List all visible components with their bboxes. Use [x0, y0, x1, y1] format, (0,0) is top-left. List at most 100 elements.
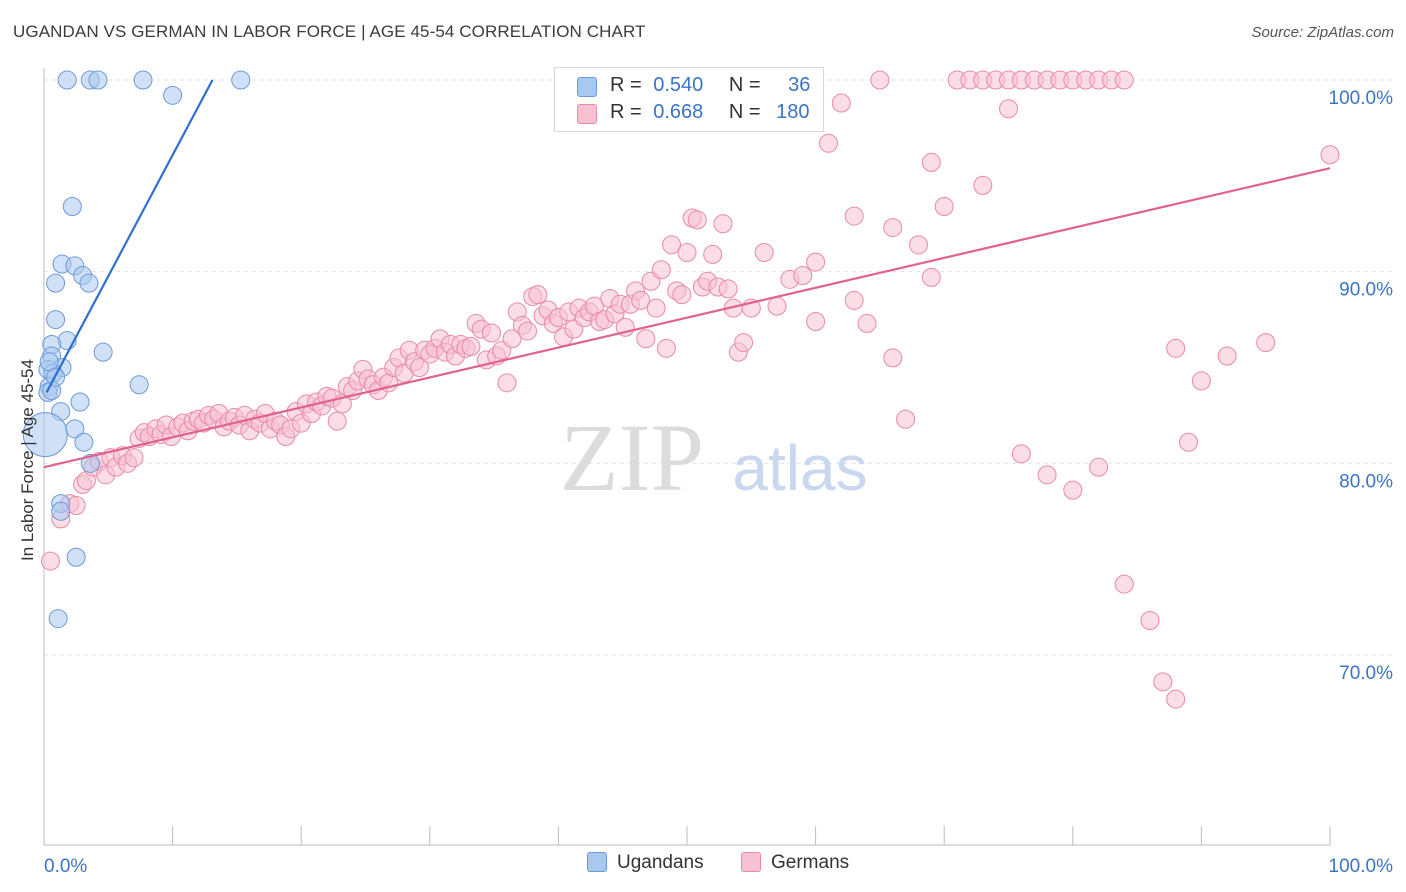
- german-point: [124, 448, 144, 468]
- german-point: [1089, 457, 1109, 477]
- german-point: [754, 243, 774, 262]
- ugandan-point: [231, 70, 251, 90]
- german-point: [40, 551, 60, 571]
- ugandan-point: [22, 412, 68, 458]
- german-point: [908, 235, 928, 255]
- german-point: [934, 197, 954, 216]
- x-tick-label-min: 0.0%: [44, 856, 87, 877]
- legend-n-value-germans: 180: [776, 101, 810, 123]
- german-point: [656, 338, 676, 358]
- ugandan-point: [70, 392, 90, 412]
- watermark-zip: ZIP: [560, 404, 704, 511]
- german-point: [518, 321, 538, 341]
- german-point: [662, 235, 682, 255]
- y-tick-label: 80.0%: [1339, 471, 1393, 492]
- german-point: [703, 244, 723, 264]
- german-point: [921, 152, 941, 172]
- tick-labels: 100.0% 90.0% 80.0% 70.0% 0.0% 100.0%: [44, 88, 1393, 877]
- y-tick-label: 100.0%: [1329, 88, 1394, 109]
- german-point: [636, 329, 656, 349]
- bottom-swatch-germans: [741, 852, 761, 872]
- german-point: [651, 260, 671, 280]
- german-point: [1166, 689, 1186, 709]
- german-point: [793, 266, 813, 285]
- trend-lines: [43, 79, 1331, 469]
- y-tick-label: 70.0%: [1339, 663, 1393, 684]
- ugandan-point: [129, 375, 149, 395]
- german-point: [718, 279, 738, 299]
- german-point: [806, 252, 826, 272]
- legend-r-label: R =: [610, 74, 642, 96]
- ugandan-point: [80, 453, 100, 473]
- german-point: [806, 312, 826, 331]
- german-point: [677, 243, 697, 262]
- legend-r-label: R =: [610, 101, 642, 123]
- source-label: Source: ZipAtlas.com: [1251, 24, 1394, 41]
- german-point: [1256, 333, 1276, 353]
- ugandan-point: [48, 609, 68, 629]
- legend-swatch-ugandans: [577, 77, 597, 97]
- ugandan-point: [51, 501, 71, 521]
- german-point: [713, 214, 733, 234]
- germans-points: [40, 70, 1340, 709]
- bottom-legend-germans: Germans: [741, 852, 849, 874]
- german-point: [1011, 444, 1031, 464]
- ugandan-point: [57, 70, 77, 90]
- chart-title: UGANDAN VS GERMAN IN LABOR FORCE | AGE 4…: [13, 22, 646, 41]
- ugandan-point: [66, 547, 86, 567]
- german-point: [687, 210, 707, 230]
- ugandan-point: [93, 342, 113, 362]
- legend-r-value-ugandans: 0.540: [653, 74, 704, 96]
- german-point: [631, 290, 651, 310]
- german-point: [1179, 432, 1199, 452]
- german-point: [410, 358, 430, 377]
- german-point: [734, 333, 754, 353]
- bottom-legend-label-ugandans: Ugandans: [617, 852, 704, 873]
- german-point: [1140, 611, 1160, 630]
- german-point: [883, 218, 903, 238]
- watermark: ZIP atlas: [560, 404, 868, 511]
- ugandans-points: [22, 70, 251, 629]
- german-point: [497, 373, 517, 393]
- german-point: [1166, 338, 1186, 358]
- ugandan-point: [46, 273, 66, 293]
- german-point: [857, 313, 877, 333]
- german-point: [883, 348, 903, 368]
- german-point: [818, 133, 838, 153]
- german-point: [1114, 70, 1134, 90]
- german-point: [999, 99, 1018, 119]
- german-point: [1217, 346, 1237, 366]
- bottom-swatch-ugandans: [587, 852, 607, 872]
- german-point: [767, 296, 787, 316]
- german-point: [482, 323, 502, 343]
- ugandan-point: [88, 70, 108, 90]
- bottom-legend-label-germans: Germans: [771, 852, 850, 873]
- ugandan-point: [74, 432, 94, 452]
- grid-lines: [44, 79, 1392, 656]
- german-point: [502, 329, 522, 349]
- watermark-atlas: atlas: [732, 432, 867, 504]
- german-point: [461, 336, 481, 356]
- y-tick-label: 90.0%: [1339, 280, 1393, 301]
- german-point: [1191, 371, 1211, 391]
- german-point: [528, 285, 548, 305]
- ugandan-point: [133, 70, 153, 90]
- x-tick-label-max: 100.0%: [1329, 856, 1394, 877]
- german-point: [844, 290, 864, 310]
- german-point: [1114, 574, 1134, 594]
- german-point: [831, 93, 851, 113]
- legend-n-label: N =: [728, 101, 761, 123]
- legend-swatch-germans: [577, 104, 597, 124]
- legend-r-value-germans: 0.668: [653, 101, 704, 123]
- stats-legend: R = 0.540 N = 36 R = 0.668 N = 180: [554, 67, 824, 132]
- german-point: [921, 267, 941, 287]
- german-point: [646, 298, 666, 318]
- y-axis-label: In Labor Force | Age 45-54: [18, 359, 37, 561]
- legend-n-value-ugandans: 36: [788, 74, 811, 96]
- ugandan-point: [163, 85, 183, 105]
- germans-trend-line: [43, 167, 1331, 469]
- german-point: [1063, 480, 1083, 500]
- ugandan-point: [65, 419, 85, 439]
- ugandan-point: [62, 197, 82, 216]
- german-point: [1037, 465, 1057, 485]
